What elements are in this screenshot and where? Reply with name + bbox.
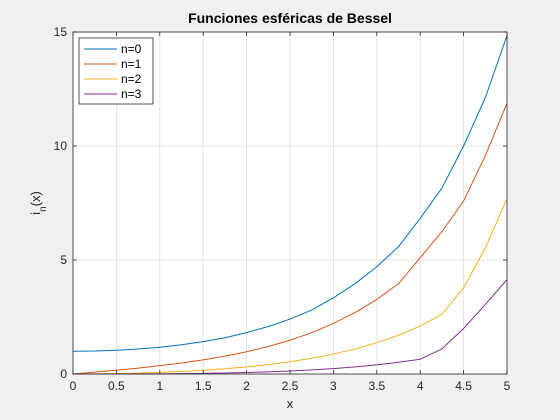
x-tick-label: 3 xyxy=(330,379,337,393)
x-tick-label: 0.5 xyxy=(108,379,125,393)
legend-label-n1: n=1 xyxy=(121,57,142,71)
y-tick-label: 10 xyxy=(54,139,68,153)
x-axis-label: x xyxy=(287,396,294,411)
legend-label-n3: n=3 xyxy=(121,87,142,101)
y-tick-label: 5 xyxy=(60,253,67,267)
y-tick-label: 0 xyxy=(60,367,67,381)
axes xyxy=(72,31,508,375)
tick-labels: 0 0.5 1 1.5 2 2.5 3 3.5 4 4.5 5 0 5 10 15 xyxy=(54,25,511,393)
series-line-n2 xyxy=(72,198,508,375)
x-tick-label: 3.5 xyxy=(368,379,385,393)
x-tick-label: 4.5 xyxy=(455,379,472,393)
y-axis-label-suffix: (x) xyxy=(28,191,43,206)
x-tick-label: 1.5 xyxy=(195,379,212,393)
y-axis-label: in(x) xyxy=(28,191,49,215)
legend-label-n2: n=2 xyxy=(121,72,142,86)
legend-label-n0: n=0 xyxy=(121,42,142,56)
y-tick-label: 15 xyxy=(54,25,68,39)
x-tick-label: 4 xyxy=(417,379,424,393)
series-line-n1 xyxy=(72,102,508,375)
legend: n=0n=1n=2n=3 xyxy=(78,37,154,105)
axes-box xyxy=(72,31,508,375)
x-tick-label: 2.5 xyxy=(282,379,299,393)
series-line-n0 xyxy=(72,35,508,352)
x-tick-label: 1 xyxy=(156,379,163,393)
y-axis-label-subscript: n xyxy=(38,206,49,212)
x-tick-label: 2 xyxy=(243,379,250,393)
y-axis-label-main: i xyxy=(28,212,43,215)
x-tick-label: 5 xyxy=(504,379,511,393)
x-tick-label: 0 xyxy=(70,379,77,393)
chart-title: Funciones esféricas de Bessel xyxy=(188,10,392,26)
